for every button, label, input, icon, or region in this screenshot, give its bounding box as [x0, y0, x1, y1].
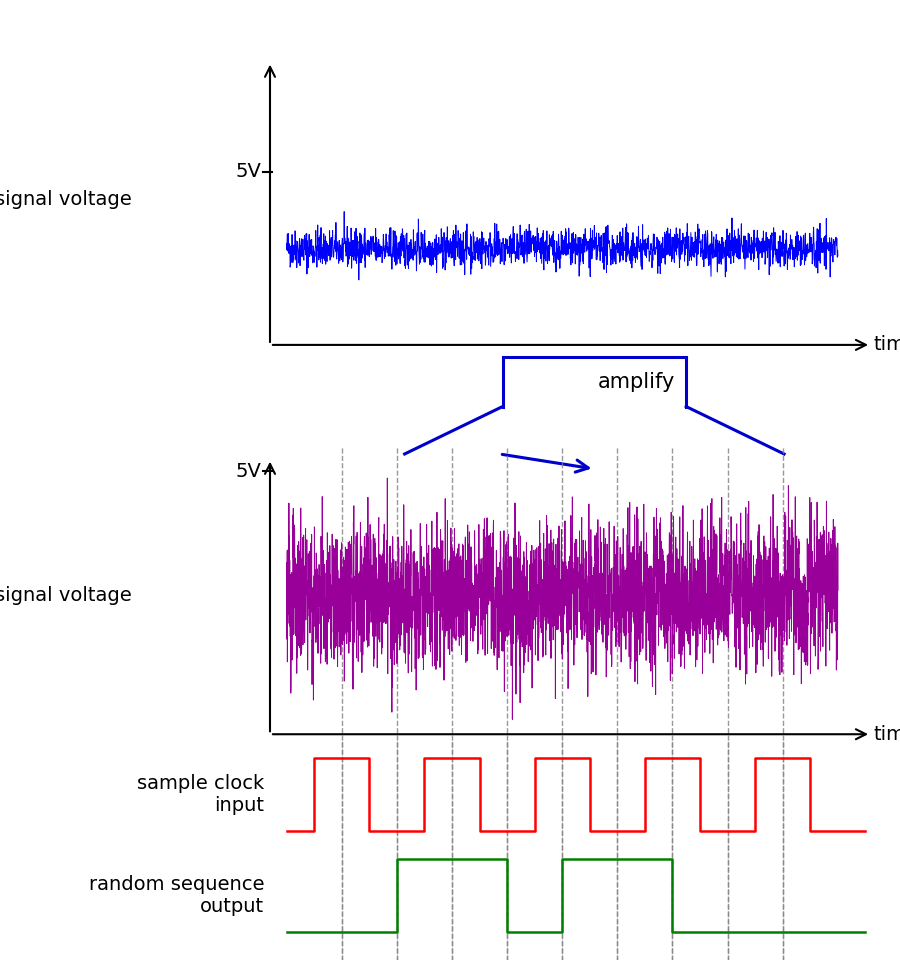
Text: 5V: 5V	[236, 162, 262, 181]
Text: 5V: 5V	[236, 462, 262, 481]
Text: random sequence
output: random sequence output	[89, 876, 265, 916]
Text: sample clock
input: sample clock input	[137, 774, 265, 815]
Text: signal voltage: signal voltage	[0, 586, 132, 605]
Text: time: time	[874, 725, 900, 744]
Text: amplify: amplify	[598, 372, 675, 392]
Text: signal voltage: signal voltage	[0, 190, 132, 208]
Text: time: time	[874, 335, 900, 354]
